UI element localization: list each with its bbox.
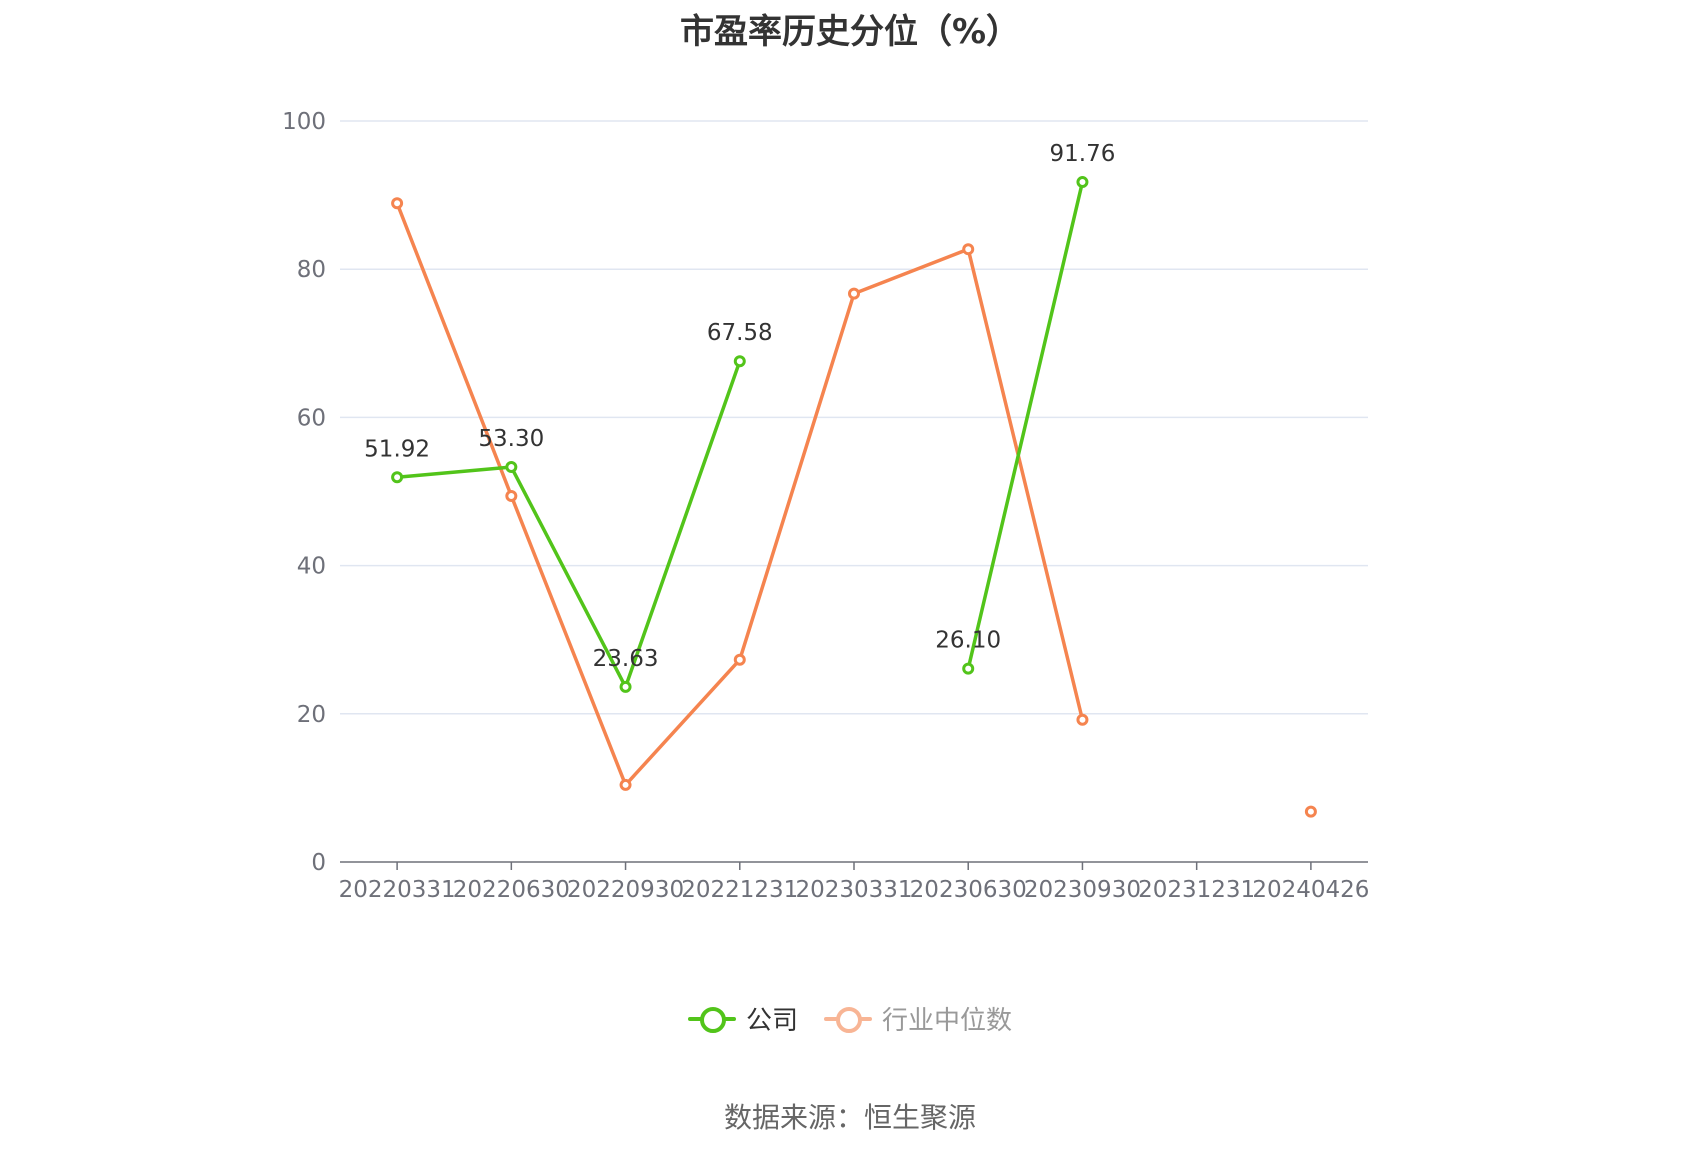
data-point-1: [962, 243, 975, 256]
data-label: 26.10: [935, 628, 1001, 654]
data-point-1: [733, 653, 746, 666]
x-tick-label: 20230630: [910, 877, 1027, 903]
data-point-0: [391, 471, 404, 484]
series-group: [391, 176, 1317, 818]
data-label: 67.58: [707, 320, 773, 346]
x-tick-label: 20220930: [567, 877, 684, 903]
x-tick-label: 20221231: [681, 877, 798, 903]
legend: 公司 行业中位数: [0, 1000, 1700, 1037]
data-label: 91.76: [1050, 141, 1116, 167]
series-line-0: [966, 181, 1085, 669]
data-label: 23.63: [593, 646, 659, 672]
series-line-0: [396, 360, 742, 689]
data-label: 51.92: [364, 436, 430, 462]
data-point-1: [391, 197, 404, 210]
y-tick-label: 40: [297, 554, 326, 580]
y-tick-label: 80: [297, 257, 326, 283]
legend-industry-label: 行业中位数: [882, 1006, 1013, 1036]
legend-company-swatch-icon: [687, 1006, 736, 1033]
legend-item-company[interactable]: 公司: [687, 1000, 798, 1037]
data-point-1: [619, 778, 632, 791]
x-tick-label: 20220331: [339, 877, 456, 903]
source-note: 数据来源：恒生聚源: [723, 1101, 976, 1134]
data-point-0: [619, 680, 632, 693]
data-point-0: [733, 355, 746, 368]
data-point-1: [1304, 805, 1317, 818]
x-tick-label: 20220630: [453, 877, 570, 903]
data-point-0: [505, 461, 518, 474]
series-line-1: [395, 202, 1085, 787]
data-point-0: [1076, 176, 1089, 189]
legend-industry-swatch-icon: [824, 1006, 872, 1033]
x-tick-label: 20230930: [1024, 877, 1141, 903]
data-point-1: [505, 489, 518, 502]
data-point-0: [962, 662, 975, 675]
x-tick-label: 20231231: [1138, 877, 1255, 903]
x-tick-label: 20240426: [1252, 877, 1369, 903]
chart-title: 市盈率历史分位（%）: [679, 12, 1021, 52]
grid-lines: [340, 120, 1368, 715]
y-tick-label: 20: [297, 702, 326, 728]
data-point-1: [848, 287, 860, 300]
y-tick-label: 0: [311, 850, 326, 876]
data-point-1: [1076, 713, 1089, 726]
data-label: 53.30: [478, 426, 544, 452]
y-tick-label: 60: [297, 405, 326, 431]
legend-company-label: 公司: [745, 1006, 798, 1036]
y-tick-label: 100: [282, 109, 326, 135]
legend-item-industry-median[interactable]: 行业中位数: [824, 1000, 1012, 1037]
data-labels: 51.92 53.30 23.63 67.58 26.10 91.76: [364, 141, 1115, 672]
x-tick-label: 20230331: [795, 877, 912, 903]
axes: 0 20 40 60 80 100 2022033120220630202209302022…: [282, 109, 1369, 903]
